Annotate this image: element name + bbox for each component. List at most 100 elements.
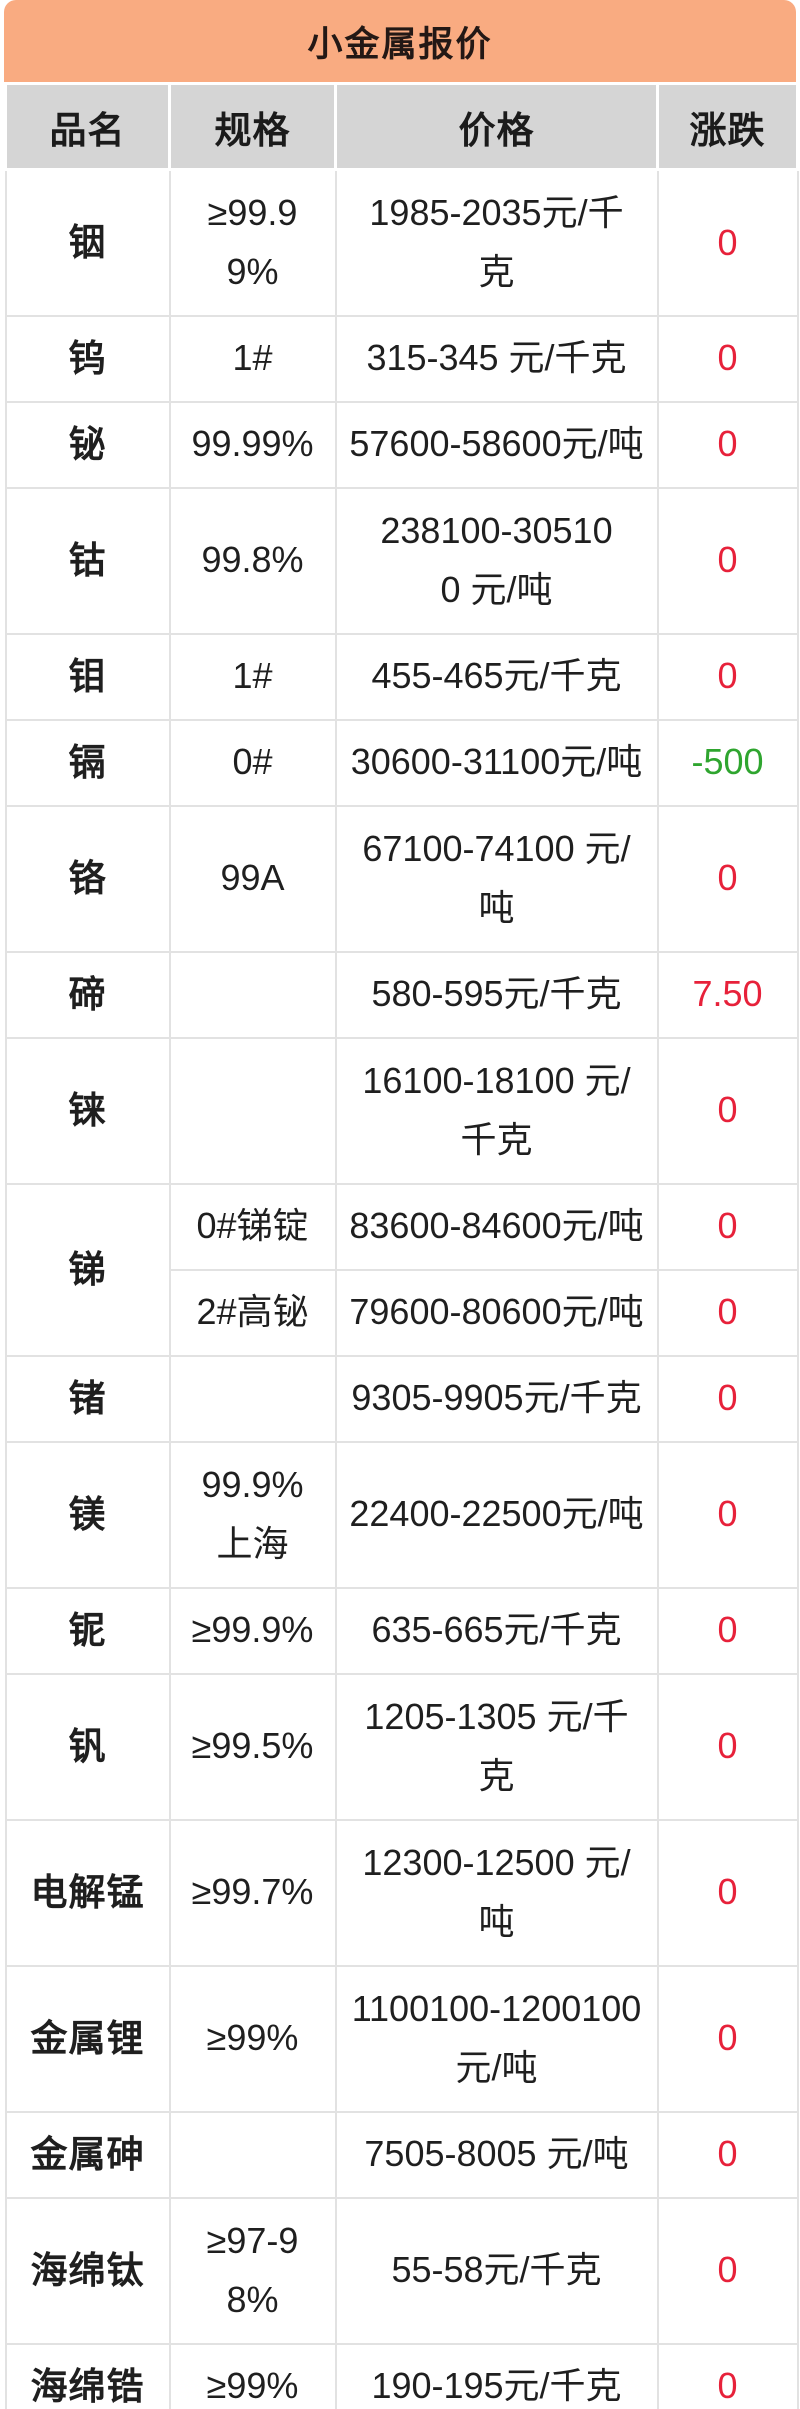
change-cell: 0 bbox=[656, 314, 799, 403]
metal-name-cell: 铼 bbox=[4, 1036, 171, 1185]
spec-cell bbox=[168, 2110, 337, 2199]
price-cell: 67100-74100 元/ 吨 bbox=[334, 804, 659, 953]
change-cell: 0 bbox=[656, 168, 799, 317]
spec-cell bbox=[168, 1354, 337, 1443]
table-row-cobalt: 钴 99.8% 238100-30510 0 元/吨 0 bbox=[4, 486, 799, 635]
table-row-manganese: 电解锰 ≥99.7% 12300-12500 元/ 吨 0 bbox=[4, 1818, 799, 1967]
metal-name-cell: 钒 bbox=[4, 1672, 171, 1821]
header-row: 品名 规格 价格 涨跌 bbox=[4, 82, 799, 171]
metal-name-cell: 铟 bbox=[4, 168, 171, 317]
table-row-tungsten: 钨 1# 315-345 元/千克 0 bbox=[4, 314, 799, 403]
spec-cell: 99A bbox=[168, 804, 337, 953]
price-cell: 1100100-1200100 元/吨 bbox=[334, 1964, 659, 2113]
price-cell: 1205-1305 元/千 克 bbox=[334, 1672, 659, 1821]
spec-cell: 0#锑锭 bbox=[168, 1182, 337, 1271]
table-header: 品名 规格 价格 涨跌 bbox=[4, 82, 799, 171]
change-cell: 0 bbox=[656, 2196, 799, 2345]
metal-name-cell: 海绵锆 bbox=[4, 2342, 171, 2409]
price-cell: 455-465元/千克 bbox=[334, 632, 659, 721]
spec-cell: ≥99% bbox=[168, 2342, 337, 2409]
change-cell: 0 bbox=[656, 632, 799, 721]
change-cell: -500 bbox=[656, 718, 799, 807]
metal-name-cell: 海绵钛 bbox=[4, 2196, 171, 2345]
metal-name-cell: 钼 bbox=[4, 632, 171, 721]
table-row-vanadium: 钒 ≥99.5% 1205-1305 元/千 克 0 bbox=[4, 1672, 799, 1821]
price-cell: 9305-9905元/千克 bbox=[334, 1354, 659, 1443]
spec-cell: ≥97-9 8% bbox=[168, 2196, 337, 2345]
spec-cell: ≥99.9 9% bbox=[168, 168, 337, 317]
change-cell: 0 bbox=[656, 1182, 799, 1271]
table-row-antimony-a: 锑 0#锑锭 83600-84600元/吨 0 bbox=[4, 1182, 799, 1357]
metal-name-cell: 电解锰 bbox=[4, 1818, 171, 1967]
metal-name-cell: 铬 bbox=[4, 804, 171, 953]
spec-cell: 99.8% bbox=[168, 486, 337, 635]
quotes-table: 品名 规格 价格 涨跌 铟 ≥99.9 9% 1985-2035元/千 克 0 … bbox=[4, 82, 799, 2409]
metal-name-cell: 锗 bbox=[4, 1354, 171, 1443]
change-cell: 0 bbox=[656, 1586, 799, 1675]
table-row-magnesium: 镁 99.9% 上海 22400-22500元/吨 0 bbox=[4, 1440, 799, 1589]
table-row-arsenic: 金属砷 7505-8005 元/吨 0 bbox=[4, 2110, 799, 2199]
spec-cell: ≥99.9% bbox=[168, 1586, 337, 1675]
change-cell: 0 bbox=[656, 804, 799, 953]
change-cell: 0 bbox=[656, 1818, 799, 1967]
spec-cell: 1# bbox=[168, 632, 337, 721]
table-row-titanium-sponge: 海绵钛 ≥97-9 8% 55-58元/千克 0 bbox=[4, 2196, 799, 2345]
table-row-chromium: 铬 99A 67100-74100 元/ 吨 0 bbox=[4, 804, 799, 953]
spec-cell bbox=[168, 1036, 337, 1185]
table-row-cadmium: 镉 0# 30600-31100元/吨 -500 bbox=[4, 718, 799, 807]
price-cell: 12300-12500 元/ 吨 bbox=[334, 1818, 659, 1967]
price-cell: 238100-30510 0 元/吨 bbox=[334, 486, 659, 635]
price-cell: 16100-18100 元/ 千克 bbox=[334, 1036, 659, 1185]
change-cell: 0 bbox=[656, 486, 799, 635]
metal-name-cell: 钴 bbox=[4, 486, 171, 635]
metal-name-cell: 镁 bbox=[4, 1440, 171, 1589]
metal-name-cell: 金属锂 bbox=[4, 1964, 171, 2113]
price-cell: 7505-8005 元/吨 bbox=[334, 2110, 659, 2199]
change-cell: 0 bbox=[656, 1268, 799, 1357]
metal-name-cell: 碲 bbox=[4, 950, 171, 1039]
table-row-lithium: 金属锂 ≥99% 1100100-1200100 元/吨 0 bbox=[4, 1964, 799, 2113]
price-cell: 1985-2035元/千 克 bbox=[334, 168, 659, 317]
change-cell: 0 bbox=[656, 1354, 799, 1443]
spec-cell: 99.9% 上海 bbox=[168, 1440, 337, 1589]
price-cell: 30600-31100元/吨 bbox=[334, 718, 659, 807]
col-header-name: 品名 bbox=[4, 82, 171, 171]
metal-name-cell: 铋 bbox=[4, 400, 171, 489]
price-cell: 190-195元/千克 bbox=[334, 2342, 659, 2409]
spec-cell bbox=[168, 950, 337, 1039]
spec-cell: 99.99% bbox=[168, 400, 337, 489]
change-cell: 0 bbox=[656, 2342, 799, 2409]
metal-name-cell: 锑 bbox=[4, 1182, 171, 1357]
col-header-price: 价格 bbox=[334, 82, 659, 171]
change-cell: 0 bbox=[656, 400, 799, 489]
metal-name-cell: 钨 bbox=[4, 314, 171, 403]
price-cell: 315-345 元/千克 bbox=[334, 314, 659, 403]
price-cell: 57600-58600元/吨 bbox=[334, 400, 659, 489]
change-cell: 0 bbox=[656, 1672, 799, 1821]
price-cell: 580-595元/千克 bbox=[334, 950, 659, 1039]
price-cell: 83600-84600元/吨 bbox=[334, 1182, 659, 1271]
change-cell: 0 bbox=[656, 2110, 799, 2199]
metal-name-cell: 金属砷 bbox=[4, 2110, 171, 2199]
spec-cell: 0# bbox=[168, 718, 337, 807]
col-header-change: 涨跌 bbox=[656, 82, 799, 171]
table-row-zirconium-sponge: 海绵锆 ≥99% 190-195元/千克 0 bbox=[4, 2342, 799, 2409]
table-row-antimony-b: 2#高铋 79600-80600元/吨 0 bbox=[6, 1268, 799, 1357]
change-cell: 0 bbox=[656, 1036, 799, 1185]
price-cell: 635-665元/千克 bbox=[334, 1586, 659, 1675]
price-cell: 55-58元/千克 bbox=[334, 2196, 659, 2345]
spec-cell: ≥99% bbox=[168, 1964, 337, 2113]
price-cell: 22400-22500元/吨 bbox=[334, 1440, 659, 1589]
spec-cell: 2#高铋 bbox=[168, 1268, 337, 1357]
table-row-indium: 铟 ≥99.9 9% 1985-2035元/千 克 0 bbox=[4, 168, 799, 317]
page-title: 小金属报价 bbox=[4, 0, 796, 82]
spec-cell: 1# bbox=[168, 314, 337, 403]
table-row-tellurium: 碲 580-595元/千克 7.50 bbox=[4, 950, 799, 1039]
table-row-niobium: 铌 ≥99.9% 635-665元/千克 0 bbox=[4, 1586, 799, 1675]
metal-name-cell: 铌 bbox=[4, 1586, 171, 1675]
table-row-molybdenum: 钼 1# 455-465元/千克 0 bbox=[4, 632, 799, 721]
table-row-germanium: 锗 9305-9905元/千克 0 bbox=[4, 1354, 799, 1443]
change-cell: 7.50 bbox=[656, 950, 799, 1039]
metal-name-cell: 镉 bbox=[4, 718, 171, 807]
